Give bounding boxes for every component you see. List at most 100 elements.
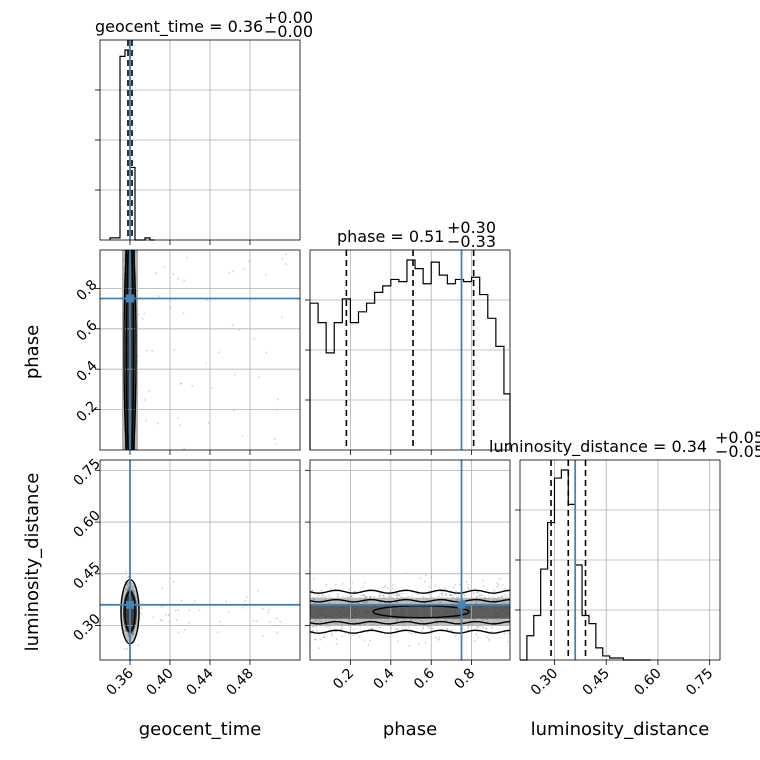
sample-point	[143, 312, 146, 315]
sample-point	[488, 639, 491, 642]
sample-point	[337, 593, 340, 595]
truth-marker	[457, 600, 466, 609]
sample-point	[216, 631, 219, 634]
sample-point	[265, 351, 268, 354]
sample-point	[454, 583, 457, 586]
sample-point	[264, 274, 267, 276]
sample-point	[398, 593, 401, 596]
ylabel-phase: phase	[22, 325, 43, 379]
sample-point	[392, 593, 395, 595]
sample-point	[490, 630, 493, 633]
sample-point	[473, 639, 476, 642]
tick-label-x: 0.8	[451, 666, 478, 693]
sample-point	[392, 583, 395, 586]
sample-point	[180, 382, 183, 385]
sample-point	[127, 587, 130, 590]
sample-point	[475, 633, 478, 636]
density-panel	[310, 572, 510, 650]
density-panel	[120, 570, 282, 650]
sample-point	[258, 376, 260, 379]
sample-point	[476, 626, 479, 629]
sample-point	[383, 586, 386, 589]
sample-point	[320, 589, 323, 592]
sample-point	[127, 588, 130, 591]
sample-point	[224, 600, 227, 603]
sample-point	[397, 594, 400, 597]
sample-point	[261, 608, 264, 610]
sample-point	[145, 349, 148, 352]
sample-point	[393, 627, 396, 630]
sample-point	[132, 633, 135, 636]
sample-point	[241, 434, 244, 437]
sample-point	[426, 625, 429, 628]
sample-point	[126, 589, 129, 591]
sample-point	[369, 639, 371, 642]
sample-point	[257, 589, 260, 592]
sample-point	[369, 595, 372, 598]
sample-point	[358, 635, 361, 638]
contour-outer-top	[310, 589, 510, 594]
sample-point	[449, 594, 452, 596]
tick-label-x: 0.60	[631, 666, 664, 699]
sample-point	[331, 635, 333, 637]
sample-point	[457, 594, 460, 597]
truth-marker	[126, 294, 134, 303]
sample-point	[341, 582, 344, 585]
sample-point	[363, 581, 366, 584]
sample-point	[441, 594, 444, 597]
sample-point	[268, 609, 270, 612]
sample-point	[172, 580, 175, 583]
sample-point	[127, 587, 130, 590]
sample-point	[351, 581, 354, 584]
sample-point	[408, 626, 411, 629]
panel-frame	[519, 459, 721, 661]
sample-point	[127, 581, 130, 584]
sample-point	[396, 592, 398, 595]
sample-point	[342, 595, 345, 598]
sample-point	[312, 629, 315, 632]
tick-label-x: 0.75	[683, 666, 716, 699]
title-luminosity-distance-plus: +0.05	[715, 428, 760, 447]
sample-point	[434, 584, 437, 587]
text-layer: geocent_time = 0.36 +0.00 −0.00 phase = …	[22, 8, 760, 740]
sample-point	[127, 634, 129, 637]
sample-point	[137, 644, 140, 647]
sample-point	[330, 632, 333, 635]
sample-point	[395, 594, 398, 597]
sample-point	[275, 443, 278, 446]
xlabel-phase: phase	[383, 719, 437, 740]
sample-point	[194, 600, 196, 603]
sample-point	[382, 594, 385, 597]
sample-point	[482, 626, 485, 629]
sample-point	[432, 627, 434, 630]
panel-frame	[309, 459, 511, 661]
sample-point	[371, 627, 374, 630]
tick-label-y: 0.2	[74, 398, 101, 425]
panel-frame	[99, 249, 301, 451]
sample-point	[498, 577, 501, 580]
sample-point	[350, 595, 353, 598]
tick-label-x: 0.4	[371, 665, 398, 692]
sample-point	[387, 593, 390, 596]
sample-point	[417, 643, 420, 645]
sample-point	[384, 584, 387, 587]
sample-point	[467, 587, 470, 590]
tick-label-y: 0.6	[74, 317, 101, 344]
sample-point	[454, 635, 457, 637]
sample-point	[326, 626, 329, 628]
sample-point	[130, 588, 133, 591]
sample-point	[476, 626, 478, 628]
sample-point	[410, 632, 413, 635]
panel-frame	[99, 459, 301, 661]
sample-point	[424, 580, 426, 583]
sample-point	[315, 625, 318, 628]
sample-point	[437, 638, 440, 641]
sample-point	[322, 593, 324, 596]
sample-point	[125, 589, 128, 592]
sample-point	[367, 643, 370, 646]
sample-point	[452, 587, 455, 589]
sample-point	[255, 620, 258, 623]
sample-point	[467, 583, 470, 586]
sample-point	[388, 596, 390, 598]
